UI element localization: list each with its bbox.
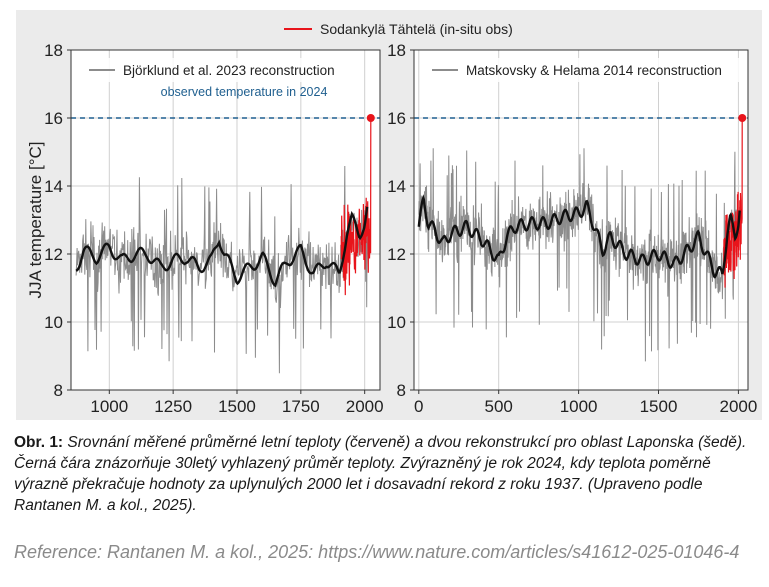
series-line-reconstruction [418, 148, 741, 362]
y-tick-label: 14 [387, 177, 406, 196]
x-tick-label: 1750 [282, 397, 320, 416]
reference-line-label: observed temperature in 2024 [161, 85, 328, 99]
series-line-smoothed-mean [417, 194, 741, 279]
record-2024-point [738, 114, 747, 122]
y-axis-label: JJA temperature [°C] [26, 141, 45, 298]
x-tick-label: 1500 [218, 397, 256, 416]
x-tick-label: 1500 [640, 397, 678, 416]
y-tick-label: 16 [387, 109, 406, 128]
y-tick-label: 12 [44, 245, 63, 264]
legend-label-obs: Sodankylä Tähtelä (in-situ obs) [320, 21, 513, 37]
y-tick-label: 8 [54, 381, 63, 400]
y-tick-label: 8 [397, 381, 406, 400]
x-tick-label: 1000 [560, 397, 598, 416]
y-tick-label: 18 [44, 41, 63, 60]
y-tick-label: 14 [44, 177, 63, 196]
chart-canvas: Sodankylä Tähtelä (in-situ obs) 8 10 12 14 16… [26, 21, 757, 416]
panel-legend-label: Björklund et al. 2023 reconstruction [123, 63, 335, 78]
caption-text: Srovnání měřené průměrné letní teploty (… [14, 434, 747, 514]
y-tick-label: 12 [387, 245, 406, 264]
plot-frame [413, 49, 749, 391]
x-tick-label: 0 [414, 397, 423, 416]
panel-legend-box [424, 58, 746, 82]
plot-area [71, 50, 380, 390]
panel-legend-box [81, 58, 351, 82]
y-tick-label: 18 [387, 41, 406, 60]
plot-frame [70, 49, 381, 391]
figure-caption: Obr. 1: Srovnání měřené průměrné letní t… [14, 432, 754, 516]
x-tick-label: 1000 [90, 397, 128, 416]
chart-panel-1: 8 10 12 14 16 18 1000 1250 1500 1750 2000 JJA tempe… [26, 41, 384, 416]
series-line-smoothed-mean [75, 206, 369, 288]
caption-label: Obr. 1: [14, 434, 64, 451]
y-tick-label: 10 [44, 313, 63, 332]
y-tick-label: 10 [387, 313, 406, 332]
chart-panel-2: 8 10 12 14 16 18 0 500 1000 1500 2000 Matskovsky & … [387, 41, 757, 416]
panel-legend-label: Matskovsky & Helama 2014 reconstruction [466, 63, 722, 78]
x-tick-label: 500 [485, 397, 513, 416]
figure-panel: Sodankylä Tähtelä (in-situ obs) 8 10 12 14 16… [16, 10, 762, 420]
x-tick-label: 2000 [719, 397, 757, 416]
y-tick-label: 16 [44, 109, 63, 128]
reference-text: Reference: Rantanen M. a kol., 2025: htt… [14, 542, 740, 562]
x-tick-label: 2000 [346, 397, 384, 416]
x-tick-label: 1250 [154, 397, 192, 416]
record-2024-point [366, 114, 375, 122]
